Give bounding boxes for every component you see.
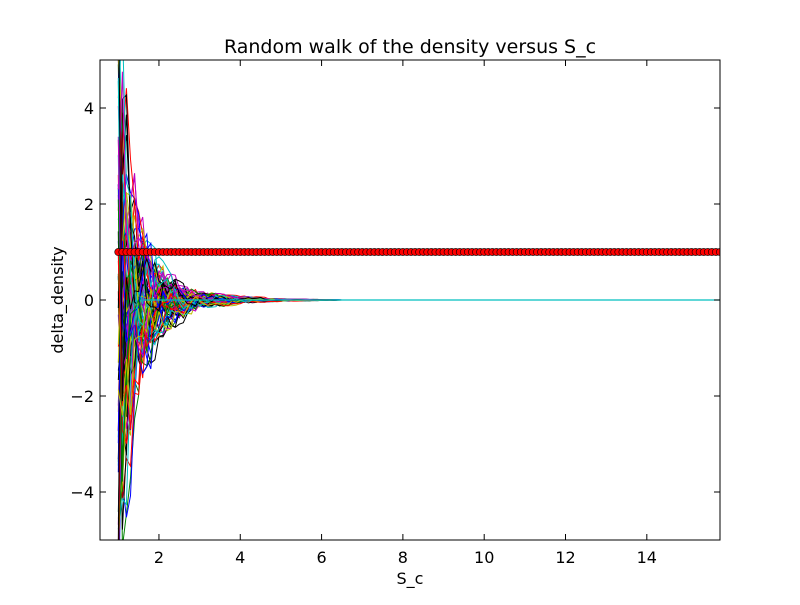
marker-series bbox=[114, 248, 720, 256]
x-axis-ticks: 2 4 6 8 10 12 14 bbox=[154, 60, 657, 567]
chart-title: Random walk of the density versus S_c bbox=[224, 36, 596, 58]
y-tick-label: 2 bbox=[84, 195, 94, 214]
y-axis-label: delta_density bbox=[48, 246, 68, 353]
y-tick-label: 0 bbox=[84, 291, 94, 310]
x-tick-label: 8 bbox=[398, 548, 408, 567]
marker-point bbox=[716, 248, 720, 256]
x-tick-label: 4 bbox=[235, 548, 245, 567]
walk-line bbox=[117, 71, 342, 303]
x-tick-label: 12 bbox=[555, 548, 575, 567]
x-axis-label: S_c bbox=[397, 569, 424, 589]
x-tick-label: 6 bbox=[316, 548, 326, 567]
y-tick-label: −2 bbox=[70, 387, 94, 406]
y-axis-ticks: 4 2 0 −2 −4 bbox=[70, 99, 720, 502]
y-tick-label: 4 bbox=[84, 99, 94, 118]
x-tick-label: 10 bbox=[474, 548, 494, 567]
random-walk-series bbox=[117, 60, 720, 540]
x-tick-label: 2 bbox=[154, 548, 164, 567]
y-tick-label: −4 bbox=[70, 483, 94, 502]
x-tick-label: 14 bbox=[637, 548, 657, 567]
